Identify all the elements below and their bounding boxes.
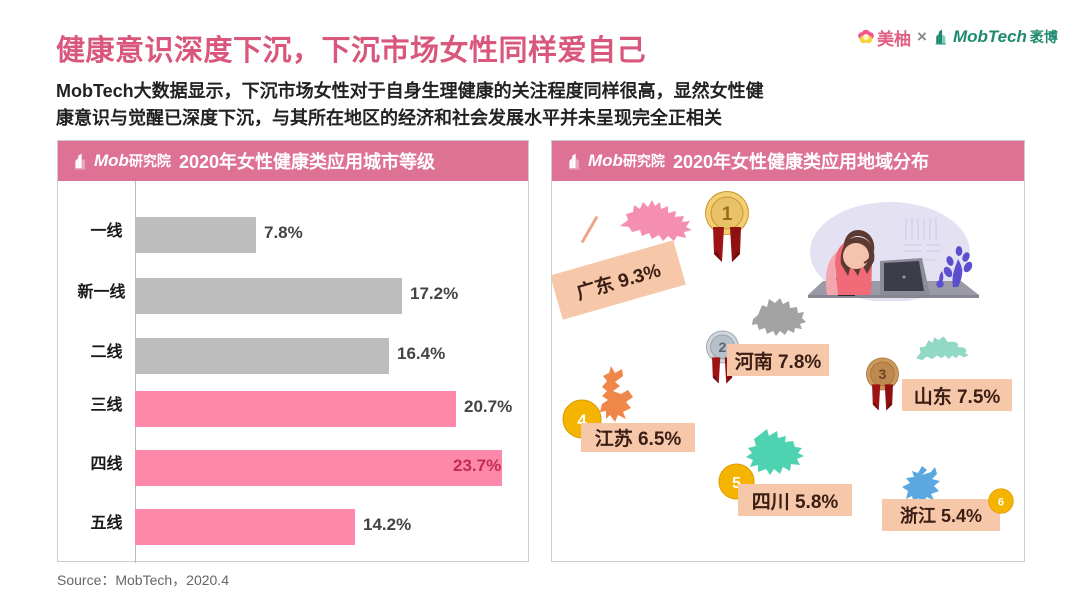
- svg-text:6: 6: [998, 497, 1004, 509]
- svg-text:2: 2: [719, 340, 727, 356]
- svg-text:1: 1: [722, 204, 733, 225]
- svg-text:3: 3: [879, 367, 887, 383]
